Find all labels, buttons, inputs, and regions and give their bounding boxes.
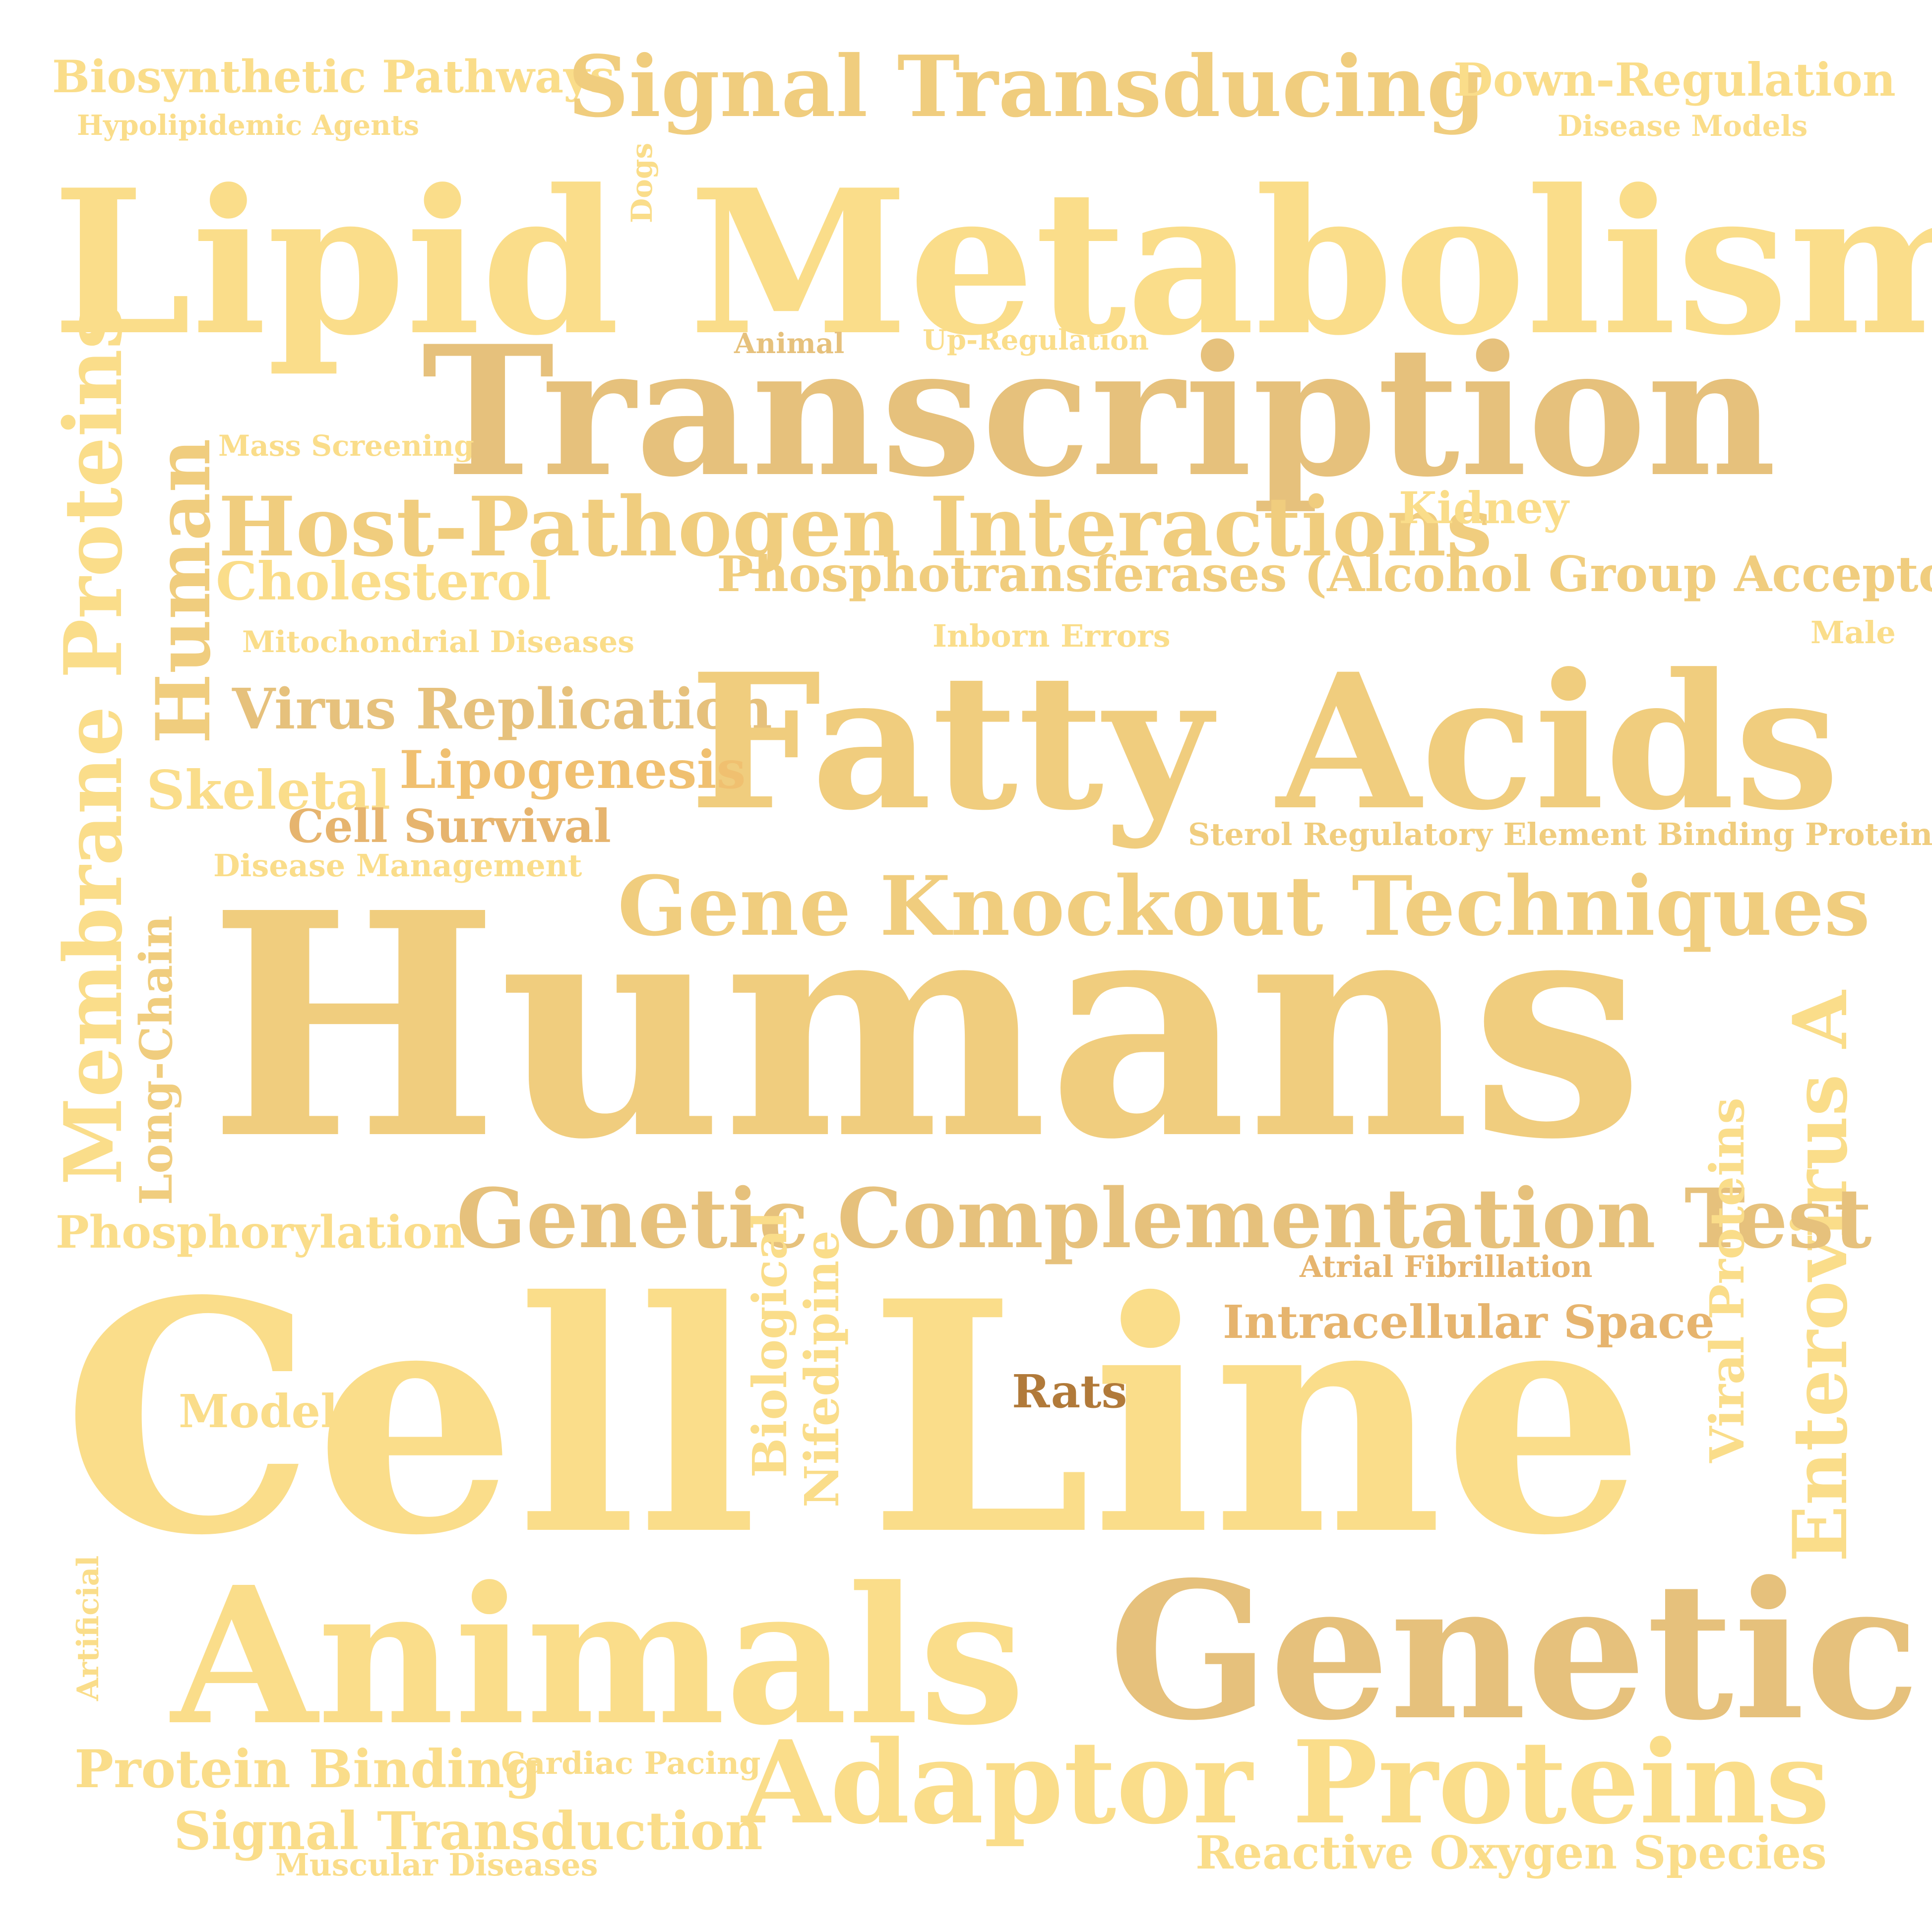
word-genetic: Genetic xyxy=(1109,1540,1920,1762)
word-phosphorylation: Phosphorylation xyxy=(56,1206,465,1259)
word-atrial-fibrillation: Atrial Fibrillation xyxy=(1300,1250,1593,1284)
word-signal-transducing: Signal Transducing xyxy=(568,37,1486,136)
word-cholesterol: Cholesterol xyxy=(216,550,552,612)
word-mitochondrial-diseases: Mitochondrial Diseases xyxy=(242,625,635,660)
word-signal-transduction: Signal Transduction xyxy=(174,1800,763,1862)
word-membrane-proteins: Membrane Proteins xyxy=(47,304,140,1185)
word-viral-proteins: Viral Proteins xyxy=(1700,1097,1755,1463)
word-cell-line: Cell Line xyxy=(62,1232,1645,1605)
word-cell-survival: Cell Survival xyxy=(288,799,611,853)
word-male: Male xyxy=(1810,614,1896,651)
word-disease-management: Disease Management xyxy=(213,847,582,884)
word-transcription: Transcription xyxy=(422,306,1777,516)
word-rats: Rats xyxy=(1012,1365,1127,1418)
word-animals: Animals xyxy=(171,1545,1026,1767)
word-genetic-complementation-test: Genetic Complementation Test xyxy=(456,1170,1872,1267)
word-mass-screening: Mass Screening xyxy=(218,429,474,463)
word-intracellular-space: Intracellular Space xyxy=(1223,1295,1715,1349)
word-models: Models xyxy=(179,1385,364,1438)
word-phosphotransferases: Phosphotransferases (Alcohol Group Accep… xyxy=(717,546,1932,603)
word-host-pathogen-interactions: Host-Pathogen Interactions xyxy=(218,479,1493,575)
word-kidney: Kidney xyxy=(1399,482,1569,534)
word-humans: Humans xyxy=(208,846,1644,1207)
word-human: Human xyxy=(140,438,227,744)
word-hypolipidemic-agents: Hypolipidemic Agents xyxy=(77,109,420,142)
word-disease-models: Disease Models xyxy=(1558,109,1808,143)
word-lipid-metabolism: Lipid Metabolism xyxy=(52,146,1932,379)
word-protein-binding: Protein Binding xyxy=(74,1738,541,1800)
word-muscular-diseases: Muscular Diseases xyxy=(275,1847,598,1883)
word-down-regulation: Down-Regulation xyxy=(1453,53,1896,107)
word-inborn-errors: Inborn Errors xyxy=(933,618,1171,654)
word-animal: Animal xyxy=(734,327,845,360)
word-reactive-oxygen-species: Reactive Oxygen Species xyxy=(1195,1826,1827,1879)
word-biosynthetic-pathways: Biosynthetic Pathways xyxy=(52,51,615,103)
word-artificial: Artificial xyxy=(71,1555,106,1701)
word-up-regulation: Up-Regulation xyxy=(923,324,1149,357)
word-lipogenesis: Lipogenesis xyxy=(399,739,746,800)
word-skeletal: Skeletal xyxy=(146,759,391,822)
word-gene-knockout-techniques: Gene Knockout Techniques xyxy=(618,858,1870,954)
word-srebp1: Sterol Regulatory Element Binding Protei… xyxy=(1188,816,1932,852)
word-adaptor-proteins: Adaptor Proteins xyxy=(742,1716,1830,1850)
word-enterovirus-a: Enterovirus A xyxy=(1777,990,1864,1562)
word-virus-replication: Virus Replication xyxy=(232,677,772,742)
word-cardiac-pacing: Cardiac Pacing xyxy=(501,1745,761,1781)
word-long-chain: Long-Chain xyxy=(130,915,183,1205)
word-fatty-acids: Fatty Acids xyxy=(689,633,1840,851)
